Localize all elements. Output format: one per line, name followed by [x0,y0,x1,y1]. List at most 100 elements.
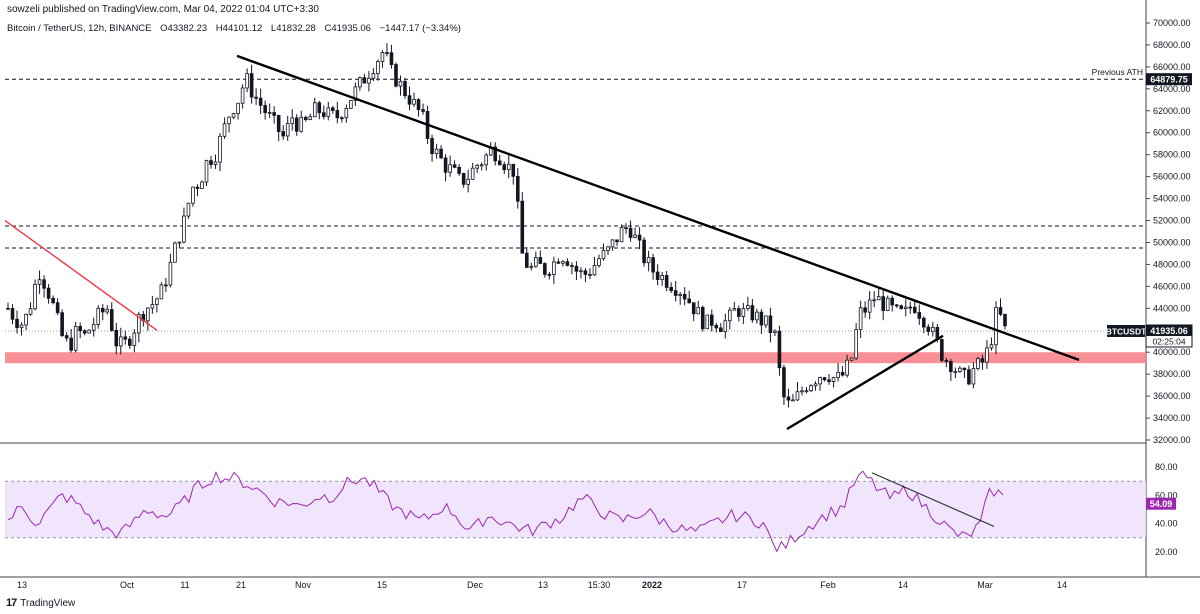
candle-up [479,164,484,167]
candle-down [249,73,254,98]
candle-up [741,308,746,317]
candle-down [209,160,213,165]
candle-down [624,227,628,229]
close-price-top [1146,324,1192,336]
candle-up [308,116,313,121]
candle-up [858,307,863,330]
candle-down [114,329,119,347]
candle-down [497,160,502,166]
candle-up [804,390,809,393]
candle-down [515,175,520,202]
tradingview-logo-icon: 17 [6,597,17,609]
publish-info: sowzeli published on TradingView.com, Ma… [7,4,319,15]
candle-down [840,371,845,376]
candle-down [263,104,267,113]
candle-down [664,275,669,288]
candle-down [962,367,967,371]
candle-up [285,123,290,137]
candle-down [362,77,367,84]
candle-up [561,261,565,264]
ath-price-label: 64879.75 [1146,73,1192,86]
candle-up [245,73,249,89]
candle-down [718,327,723,333]
candle-up [376,61,380,74]
candle-down [525,252,529,268]
candle-down [109,309,114,331]
candle-down [628,227,633,238]
ath-price-label-text: 64879.75 [1150,75,1188,85]
candle-down [750,305,755,321]
ohlc-change: −1447.17 (−3.34%) [379,23,461,34]
candle-down [385,52,389,54]
time-tick-label: Dec [467,580,484,590]
candle-up [994,307,998,346]
candle-down [430,138,434,154]
candle-up [931,327,935,332]
rsi-value-text: 54.09 [1150,499,1173,509]
candle-up [660,275,664,280]
candle-up [470,167,475,180]
price-tick-label: 64000.00 [1153,84,1191,94]
rsi-value-tag: 54.09 [1146,497,1176,510]
candle-up [732,308,737,311]
price-tick-label: 36000.00 [1153,391,1191,401]
ath-price-label-bg [1146,73,1192,86]
candle-up [146,307,150,322]
candle-up [91,323,96,331]
candle-up [678,293,682,296]
candle-down [461,172,466,185]
time-tick-label: Oct [120,580,135,590]
ohlc-low: L41832.28 [270,23,316,34]
candle-up [836,371,840,378]
candle-up [597,258,601,266]
candle-down [691,302,696,315]
candle-up [150,304,155,309]
candle-down [926,326,931,332]
close-price-text: 41935.06 [1150,326,1188,336]
candle-up [380,52,385,62]
candle-up [592,265,597,276]
tradingview-logo-text: TradingView [20,597,76,609]
candle-down [443,157,448,173]
candle-down [69,337,73,351]
candle-down [335,110,340,119]
candle-up [755,311,759,321]
candle-down [254,96,258,99]
candle-down [51,297,55,304]
time-tick-label: Nov [295,580,312,590]
candle-up [186,202,191,217]
candle-down [737,308,741,317]
candle-down [687,298,692,304]
symbol-tag-bg [1107,324,1145,337]
time-tick-label: Mar [977,580,993,590]
candle-up [159,284,164,300]
candle-down [949,361,953,372]
rsi-tick-label: 40.00 [1155,519,1178,529]
countdown-text: 02:25:04 [1152,336,1185,346]
time-tick-label: 21 [236,580,246,590]
candle-down [669,287,673,292]
candle-up [236,102,240,114]
tradingview-logo[interactable]: 17 TradingView [6,597,75,609]
candle-up [191,186,195,204]
price-tick-label: 60000.00 [1153,128,1191,138]
candle-down [899,305,904,309]
rsi-value-bg [1146,497,1176,510]
candle-up [579,270,583,273]
candle-down [258,97,263,106]
candle-up [73,326,78,351]
candle-down [782,367,786,398]
candle-up [312,102,317,118]
candle-down [46,287,51,299]
candle-down [195,186,200,189]
candle-down [123,336,128,340]
symbol-name[interactable]: Bitcoin / TetherUS, 12h, BINANCE [7,23,152,34]
price-tick-label: 52000.00 [1153,216,1191,226]
candle-up [204,160,209,183]
candle-down [321,112,326,117]
candle-down [944,360,949,362]
candle-up [137,314,141,334]
candle-down [570,265,574,267]
candle-up [412,99,416,105]
